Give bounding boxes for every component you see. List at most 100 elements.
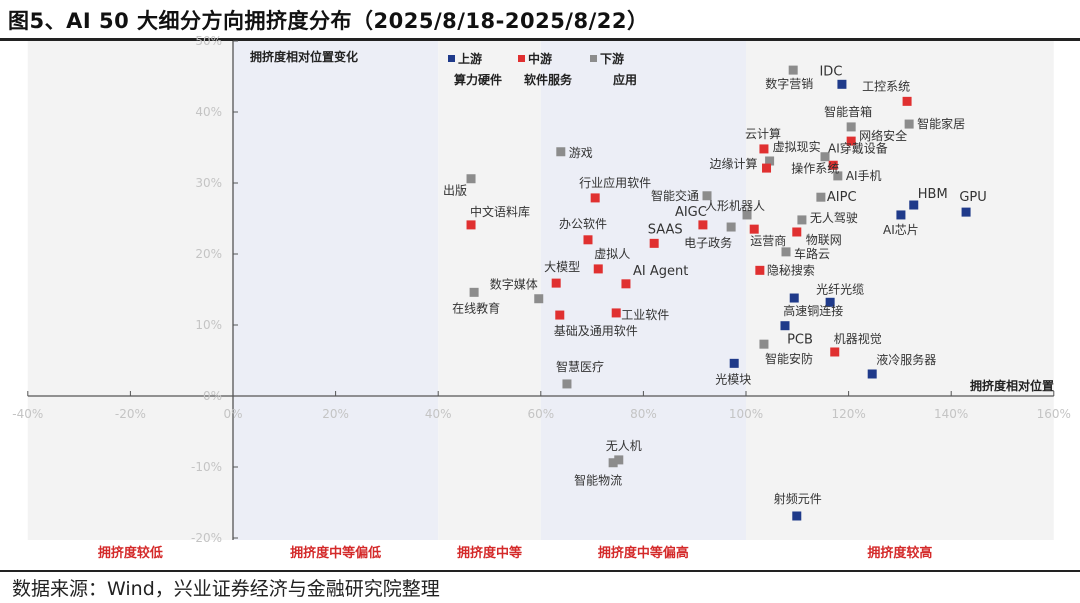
point-label: AIGC <box>675 205 707 220</box>
point-label: 智能交通 <box>651 188 699 203</box>
point-label: 云计算 <box>745 126 781 141</box>
point-marker-downstream <box>833 171 843 181</box>
point-label: SAAS <box>648 222 683 237</box>
point-label: 大模型 <box>544 260 580 274</box>
point-label: 边缘计算 <box>710 156 758 171</box>
data-points <box>466 65 971 521</box>
point-marker-upstream <box>729 358 739 368</box>
point-marker-midstream <box>828 160 838 170</box>
legend-sublabel: 应用 <box>613 72 637 87</box>
point-marker-upstream <box>825 297 835 307</box>
y-tick-label: 0% <box>203 389 222 403</box>
zone-label: 拥挤度较高 <box>867 545 932 561</box>
legend-swatch-downstream <box>590 55 597 62</box>
point-marker-downstream <box>788 65 798 75</box>
point-marker-midstream <box>466 220 476 230</box>
zone-labels: 拥挤度较低 拥挤度中等偏低 拥挤度中等 拥挤度中等偏高 拥挤度较高 <box>98 545 933 561</box>
y-axis-label: 拥挤度相对位置变化 <box>250 49 358 64</box>
point-marker-downstream <box>759 339 769 349</box>
point-marker-midstream <box>749 224 759 234</box>
point-label: 行业应用软件 <box>579 175 651 190</box>
legend-label: 中游 <box>528 51 552 66</box>
x-tick-label: 20% <box>322 407 349 421</box>
point-label: 隐秘搜索 <box>767 262 815 277</box>
point-marker-midstream <box>551 278 561 288</box>
zone-label: 拥挤度中等偏高 <box>598 545 689 561</box>
point-label: AI穿戴设备 <box>828 141 888 156</box>
legend-swatch-upstream <box>448 55 455 62</box>
point-label: 在线教育 <box>452 300 500 315</box>
x-tick-label: 40% <box>425 407 452 421</box>
point-marker-midstream <box>590 193 600 203</box>
point-marker-midstream <box>611 308 621 318</box>
legend-sublabel: 算力硬件 <box>454 72 502 87</box>
point-marker-downstream <box>797 215 807 225</box>
y-tick-label: 30% <box>195 176 222 190</box>
point-label: 出版 <box>443 184 467 198</box>
x-tick-label: -20% <box>115 407 146 421</box>
point-label: 智能音箱 <box>824 104 872 119</box>
point-label: 智慧医疗 <box>556 359 604 374</box>
y-tick-label: 50% <box>195 34 222 48</box>
point-label: 智能物流 <box>574 473 622 488</box>
point-label: 运营商 <box>750 233 786 248</box>
point-marker-midstream <box>698 220 708 230</box>
zone-label: 拥挤度较低 <box>98 545 163 561</box>
point-label: 操作系统 <box>791 160 839 175</box>
point-marker-midstream <box>759 144 769 154</box>
point-label: 光纤光缆 <box>816 282 864 296</box>
point-label: 车路云 <box>794 246 830 261</box>
point-marker-upstream <box>789 293 799 303</box>
point-label: AI Agent <box>633 264 688 279</box>
point-marker-upstream <box>896 210 906 220</box>
point-label: GPU <box>959 190 986 205</box>
point-label: AI芯片 <box>883 223 919 237</box>
point-label: 基础及通用软件 <box>554 324 638 338</box>
y-tick-label: -20% <box>191 531 222 545</box>
header-divider <box>0 38 1080 41</box>
point-marker-downstream <box>765 156 775 166</box>
point-marker-downstream <box>702 191 712 201</box>
point-marker-upstream <box>867 369 877 379</box>
point-marker-midstream <box>755 265 765 275</box>
x-axis-label: 拥挤度相对位置 <box>970 378 1054 393</box>
zone-label: 拥挤度中等偏低 <box>290 545 381 561</box>
point-label: PCB <box>787 333 813 348</box>
point-label: 人形机器人 <box>705 199 765 213</box>
point-marker-downstream <box>904 119 914 129</box>
x-tick-label: 120% <box>831 407 865 421</box>
zone-band <box>438 41 541 540</box>
zone-label: 拥挤度中等 <box>457 545 522 561</box>
point-marker-downstream <box>820 152 830 162</box>
y-tick-label: 10% <box>195 318 222 332</box>
point-marker-downstream <box>742 210 752 220</box>
figure-title: 图5、AI 50 大细分方向拥挤度分布（2025/8/18-2025/8/22） <box>8 9 649 33</box>
point-label: 高速铜连接 <box>783 303 843 318</box>
y-tick-label: -10% <box>191 460 222 474</box>
point-marker-midstream <box>762 163 772 173</box>
point-marker-midstream <box>621 279 631 289</box>
point-label: HBM <box>918 187 948 202</box>
point-marker-downstream <box>846 122 856 132</box>
point-label: AI手机 <box>846 169 882 183</box>
y-tick-label: 20% <box>195 247 222 261</box>
point-marker-downstream <box>608 458 618 468</box>
x-tick-label: 140% <box>934 407 968 421</box>
x-tick-label: 80% <box>630 407 657 421</box>
point-marker-downstream <box>469 287 479 297</box>
point-label: 数字营销 <box>765 76 813 91</box>
point-label: 物联网 <box>806 233 842 247</box>
point-marker-midstream <box>846 136 856 146</box>
point-label: 网络安全 <box>859 128 907 143</box>
point-label: 中文语料库 <box>470 204 530 219</box>
point-label: 智能安防 <box>765 351 813 366</box>
point-marker-upstream <box>792 511 802 521</box>
point-marker-downstream <box>466 174 476 184</box>
point-label: 工控系统 <box>862 79 910 93</box>
point-marker-midstream <box>792 227 802 237</box>
point-label: 液冷服务器 <box>876 352 936 367</box>
legend-swatch-midstream <box>518 55 525 62</box>
legend-label: 下游 <box>600 51 624 66</box>
